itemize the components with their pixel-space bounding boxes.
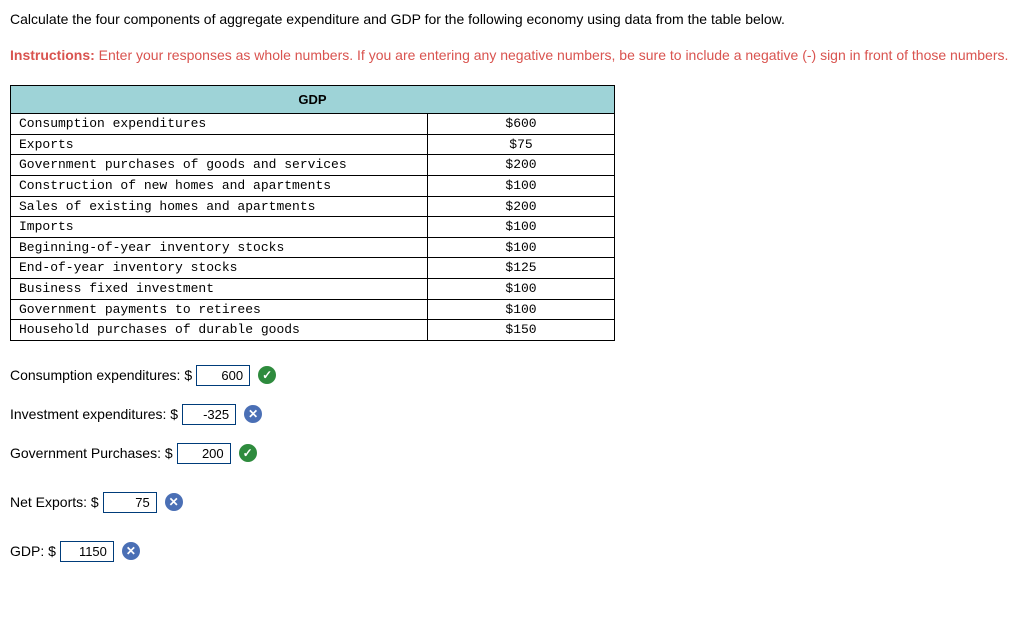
answer-row: Consumption expenditures: $600 ✓ (10, 365, 1014, 386)
answer-label: Net Exports: $ (10, 494, 99, 510)
table-row: Imports$100 (11, 217, 615, 238)
answer-label: Government Purchases: $ (10, 445, 173, 461)
instructions-label: Instructions: (10, 47, 95, 63)
answer-label: GDP: $ (10, 543, 56, 559)
row-label: Construction of new homes and apartments (11, 175, 428, 196)
answer-row: Net Exports: $75 ✕ (10, 492, 1014, 513)
table-row: Government purchases of goods and servic… (11, 155, 615, 176)
table-row: End-of-year inventory stocks$125 (11, 258, 615, 279)
row-label: Business fixed investment (11, 278, 428, 299)
row-label: End-of-year inventory stocks (11, 258, 428, 279)
row-label: Government purchases of goods and servic… (11, 155, 428, 176)
row-label: Household purchases of durable goods (11, 320, 428, 341)
x-icon: ✕ (165, 493, 183, 511)
x-icon: ✕ (122, 542, 140, 560)
table-row: Beginning-of-year inventory stocks$100 (11, 237, 615, 258)
answer-input[interactable]: -325 (182, 404, 236, 425)
row-label: Imports (11, 217, 428, 238)
answer-label: Consumption expenditures: $ (10, 367, 192, 383)
table-body: Consumption expenditures$600Exports$75Go… (11, 114, 615, 341)
row-value: $150 (428, 320, 615, 341)
row-label: Sales of existing homes and apartments (11, 196, 428, 217)
row-label: Government payments to retirees (11, 299, 428, 320)
answer-input[interactable]: 75 (103, 492, 157, 513)
question-text: Calculate the four components of aggrega… (10, 10, 1014, 30)
table-row: Construction of new homes and apartments… (11, 175, 615, 196)
row-value: $100 (428, 299, 615, 320)
gdp-table: GDP Consumption expenditures$600Exports$… (10, 85, 615, 341)
row-value: $100 (428, 278, 615, 299)
table-row: Consumption expenditures$600 (11, 114, 615, 135)
row-value: $100 (428, 175, 615, 196)
check-icon: ✓ (258, 366, 276, 384)
table-row: Exports$75 (11, 134, 615, 155)
row-label: Beginning-of-year inventory stocks (11, 237, 428, 258)
answer-row: GDP: $1150 ✕ (10, 541, 1014, 562)
answers-container: Consumption expenditures: $600 ✓ Investmen… (10, 365, 1014, 562)
row-value: $200 (428, 155, 615, 176)
x-icon: ✕ (244, 405, 262, 423)
row-value: $100 (428, 217, 615, 238)
answer-row: Government Purchases: $200 ✓ (10, 443, 1014, 464)
row-value: $100 (428, 237, 615, 258)
instructions: Instructions: Enter your responses as wh… (10, 46, 1014, 66)
row-value: $75 (428, 134, 615, 155)
answer-row: Investment expenditures: $-325 ✕ (10, 404, 1014, 425)
instructions-body: Enter your responses as whole numbers. I… (95, 47, 1009, 63)
answer-input[interactable]: 200 (177, 443, 231, 464)
check-icon: ✓ (239, 444, 257, 462)
row-value: $600 (428, 114, 615, 135)
table-row: Government payments to retirees$100 (11, 299, 615, 320)
answer-label: Investment expenditures: $ (10, 406, 178, 422)
table-row: Business fixed investment$100 (11, 278, 615, 299)
row-value: $125 (428, 258, 615, 279)
table-row: Sales of existing homes and apartments$2… (11, 196, 615, 217)
row-label: Exports (11, 134, 428, 155)
table-header: GDP (11, 86, 615, 114)
answer-input[interactable]: 600 (196, 365, 250, 386)
row-label: Consumption expenditures (11, 114, 428, 135)
table-row: Household purchases of durable goods$150 (11, 320, 615, 341)
row-value: $200 (428, 196, 615, 217)
answer-input[interactable]: 1150 (60, 541, 114, 562)
